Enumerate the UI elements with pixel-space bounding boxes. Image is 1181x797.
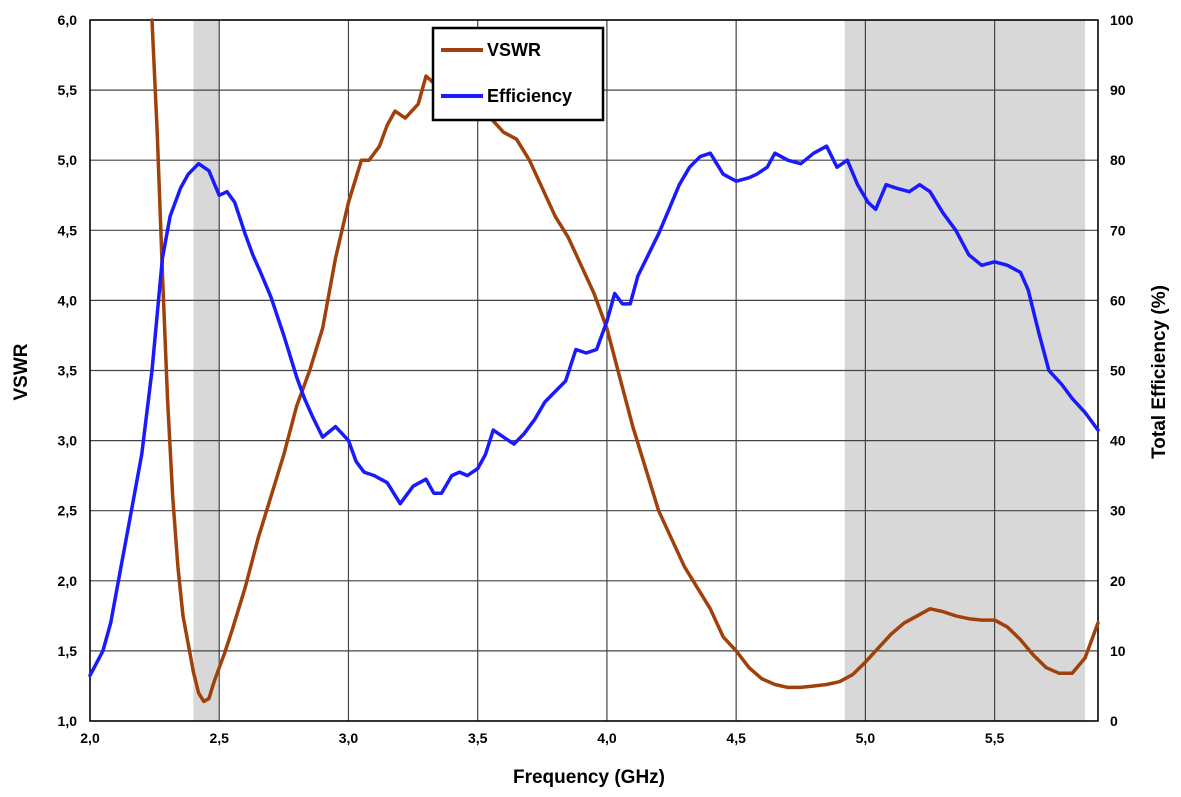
x-tick-label: 2,0	[80, 730, 100, 746]
y2-tick-label: 10	[1110, 643, 1126, 659]
x-tick-labels: 2,0 2,5 3,0 3,5 4,0 4,5 5,0 5,5	[80, 730, 1004, 746]
x-tick-label: 4,0	[597, 730, 617, 746]
y-axis-title: VSWR	[11, 343, 32, 400]
y-tick-label: 2,0	[58, 573, 78, 589]
y2-tick-labels: 0 10 20 30 40 50 60 70 80 90 100	[1110, 12, 1134, 729]
x-tick-label: 5,0	[856, 730, 876, 746]
y2-tick-label: 20	[1110, 573, 1126, 589]
series-line-efficiency	[88, 144, 1100, 678]
y-tick-label: 3,5	[58, 363, 78, 379]
x-tick-label: 3,5	[468, 730, 488, 746]
y2-tick-label: 100	[1110, 12, 1134, 28]
y-tick-label: 4,5	[58, 222, 78, 238]
y-tick-label: 5,0	[58, 152, 78, 168]
y-tick-label: 1,5	[58, 643, 78, 659]
y2-tick-label: 40	[1110, 433, 1126, 449]
legend: VSWR Efficiency	[431, 26, 605, 122]
x-axis-title: Frequency (GHz)	[513, 767, 665, 788]
x-tick-label: 5,5	[985, 730, 1005, 746]
y-tick-label: 2,5	[58, 503, 78, 519]
series-line-vswr	[150, 18, 1100, 704]
y-tick-labels: 1,0 1,5 2,0 2,5 3,0 3,5 4,0 4,5 5,0 5,5 6,0	[58, 12, 78, 729]
legend-box	[431, 26, 605, 122]
y2-tick-label: 70	[1110, 222, 1126, 238]
y-tick-label: 3,0	[58, 433, 78, 449]
y2-tick-label: 90	[1110, 82, 1126, 98]
y2-tick-label: 60	[1110, 292, 1126, 308]
y-tick-label: 5,5	[58, 82, 78, 98]
series-lines	[88, 18, 1100, 704]
y2-tick-label: 30	[1110, 503, 1126, 519]
y-tick-label: 1,0	[58, 713, 78, 729]
legend-label-vswr: VSWR	[487, 40, 541, 60]
y2-tick-label: 0	[1110, 713, 1118, 729]
legend-label-efficiency: Efficiency	[487, 86, 572, 106]
y-tick-label: 6,0	[58, 12, 78, 28]
y2-axis-title: Total Efficiency (%)	[1149, 285, 1170, 459]
x-tick-label: 2,5	[209, 730, 229, 746]
y-tick-label: 4,0	[58, 292, 78, 308]
y2-tick-label: 80	[1110, 152, 1126, 168]
x-tick-label: 4,5	[726, 730, 746, 746]
x-tick-label: 3,0	[339, 730, 359, 746]
y2-tick-label: 50	[1110, 363, 1126, 379]
plot-frame	[89, 19, 1099, 722]
